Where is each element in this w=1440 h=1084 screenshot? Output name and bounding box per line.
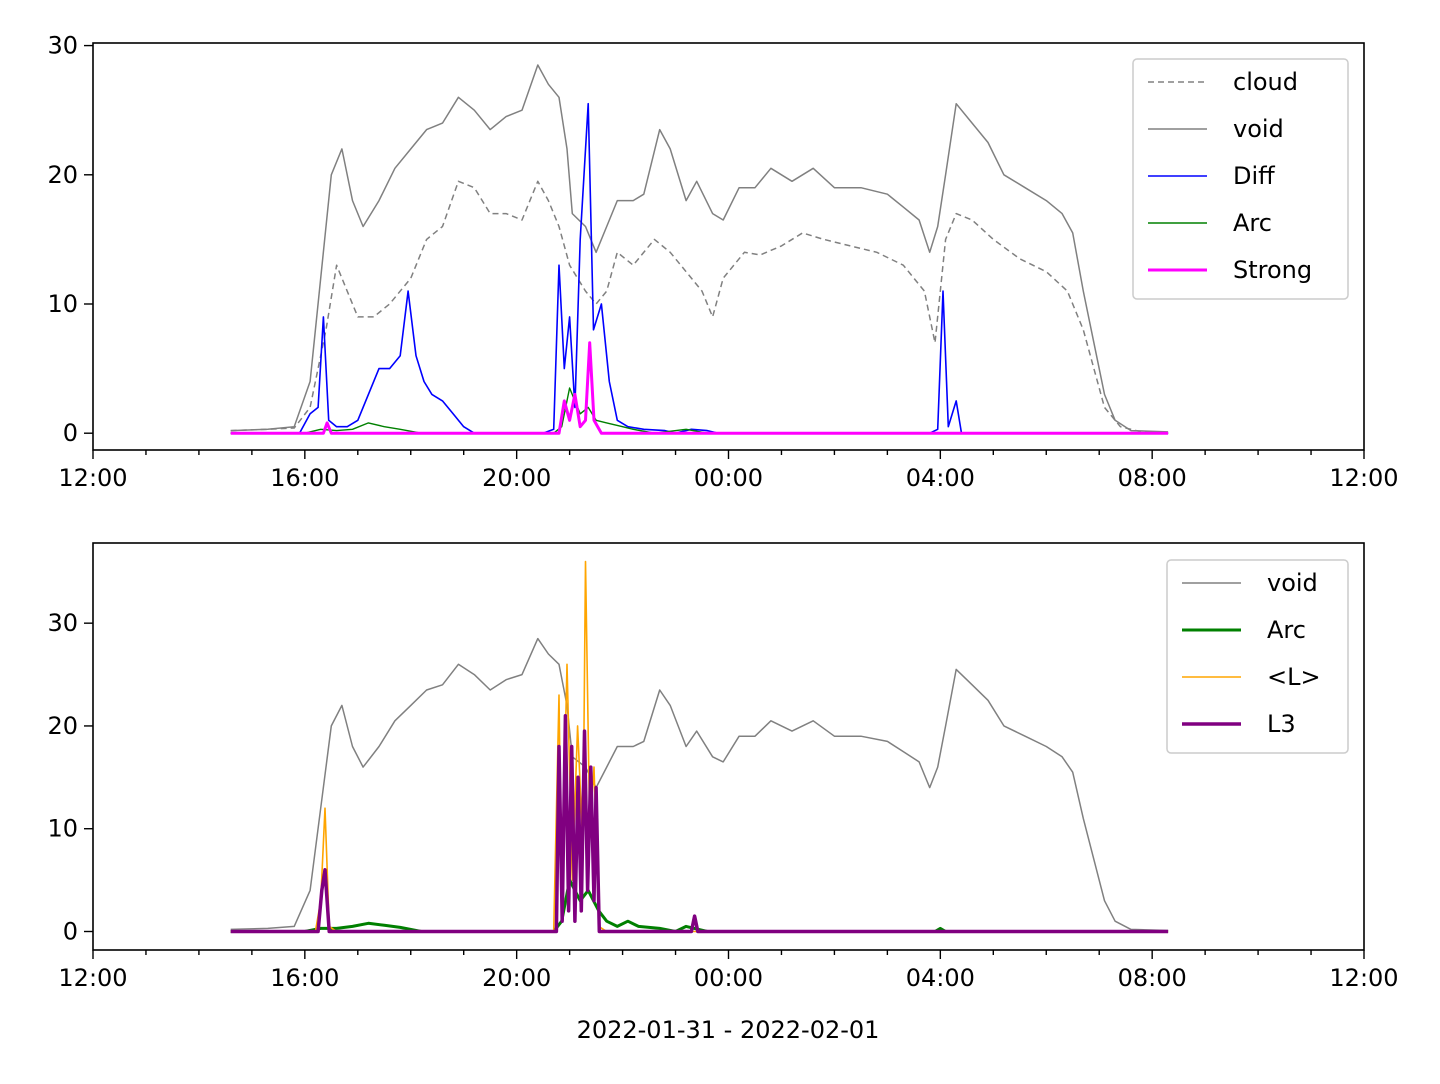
series-line-arc	[230, 878, 1169, 933]
x-tick-label: 20:00	[482, 464, 551, 492]
legend-item: void	[1182, 569, 1318, 597]
y-tick-label: 20	[47, 712, 78, 740]
y-tick-label: 20	[47, 161, 78, 189]
legend-label: Strong	[1233, 256, 1312, 284]
legend-item: L3	[1182, 710, 1296, 738]
legend-item: Strong	[1148, 256, 1312, 284]
legend-item: Arc	[1182, 616, 1306, 644]
legend-box	[1166, 559, 1349, 754]
legend: cloud void Diff Arc Strong	[1132, 58, 1349, 300]
series-line-strong	[230, 341, 1169, 435]
legend-label: <L>	[1267, 663, 1321, 691]
legend-label: Arc	[1233, 209, 1272, 237]
y-tick-label: 10	[47, 815, 78, 843]
legend-box	[1132, 58, 1349, 300]
legend-item: cloud	[1148, 68, 1298, 96]
legend-item: Diff	[1148, 162, 1275, 190]
x-tick-label: 08:00	[1118, 464, 1187, 492]
x-tick-label: 04:00	[906, 964, 975, 992]
y-tick-label: 0	[63, 419, 78, 447]
series-line-diff	[230, 102, 1169, 434]
series-line-void	[230, 637, 1169, 932]
x-tick-label: 16:00	[270, 964, 339, 992]
series-line-arc	[230, 387, 1169, 434]
legend-label: cloud	[1233, 68, 1298, 96]
series-line-l	[230, 560, 1169, 933]
legend-label: L3	[1267, 710, 1296, 738]
x-tick-label: 12:00	[58, 464, 127, 492]
y-tick-label: 10	[47, 290, 78, 318]
x-tick-label: 16:00	[270, 464, 339, 492]
x-tick-label: 04:00	[906, 464, 975, 492]
y-tick-label: 30	[47, 609, 78, 637]
x-tick-label: 12:00	[1329, 464, 1398, 492]
legend-item: void	[1148, 115, 1284, 143]
series-line-cloud	[230, 180, 1169, 434]
y-tick-label: 30	[47, 32, 78, 60]
x-tick-label: 00:00	[694, 964, 763, 992]
legend-label: Diff	[1233, 162, 1275, 190]
top-axes: 12:00 16:00 20:00 00:00 04:00 08:00 12:00 0 10 20…	[47, 32, 1398, 492]
legend: void Arc <L> L3	[1166, 559, 1349, 754]
x-axis-label: 2022-01-31 - 2022-02-01	[577, 1016, 880, 1044]
x-tick-label: 12:00	[1329, 964, 1398, 992]
legend-label: void	[1267, 569, 1318, 597]
y-tick-label: 0	[63, 918, 78, 946]
legend-item: Arc	[1148, 209, 1272, 237]
bottom-axes: 12:00 16:00 20:00 00:00 04:00 08:00 12:00 0 10 20…	[47, 542, 1399, 992]
series-line-void	[230, 64, 1169, 433]
x-tick-label: 12:00	[58, 964, 127, 992]
series-line-l3	[230, 713, 1169, 934]
x-tick-label: 20:00	[482, 964, 551, 992]
x-tick-label: 08:00	[1118, 964, 1187, 992]
legend-item: <L>	[1182, 663, 1321, 691]
x-tick-label: 00:00	[694, 464, 763, 492]
legend-label: void	[1233, 115, 1284, 143]
legend-label: Arc	[1267, 616, 1306, 644]
